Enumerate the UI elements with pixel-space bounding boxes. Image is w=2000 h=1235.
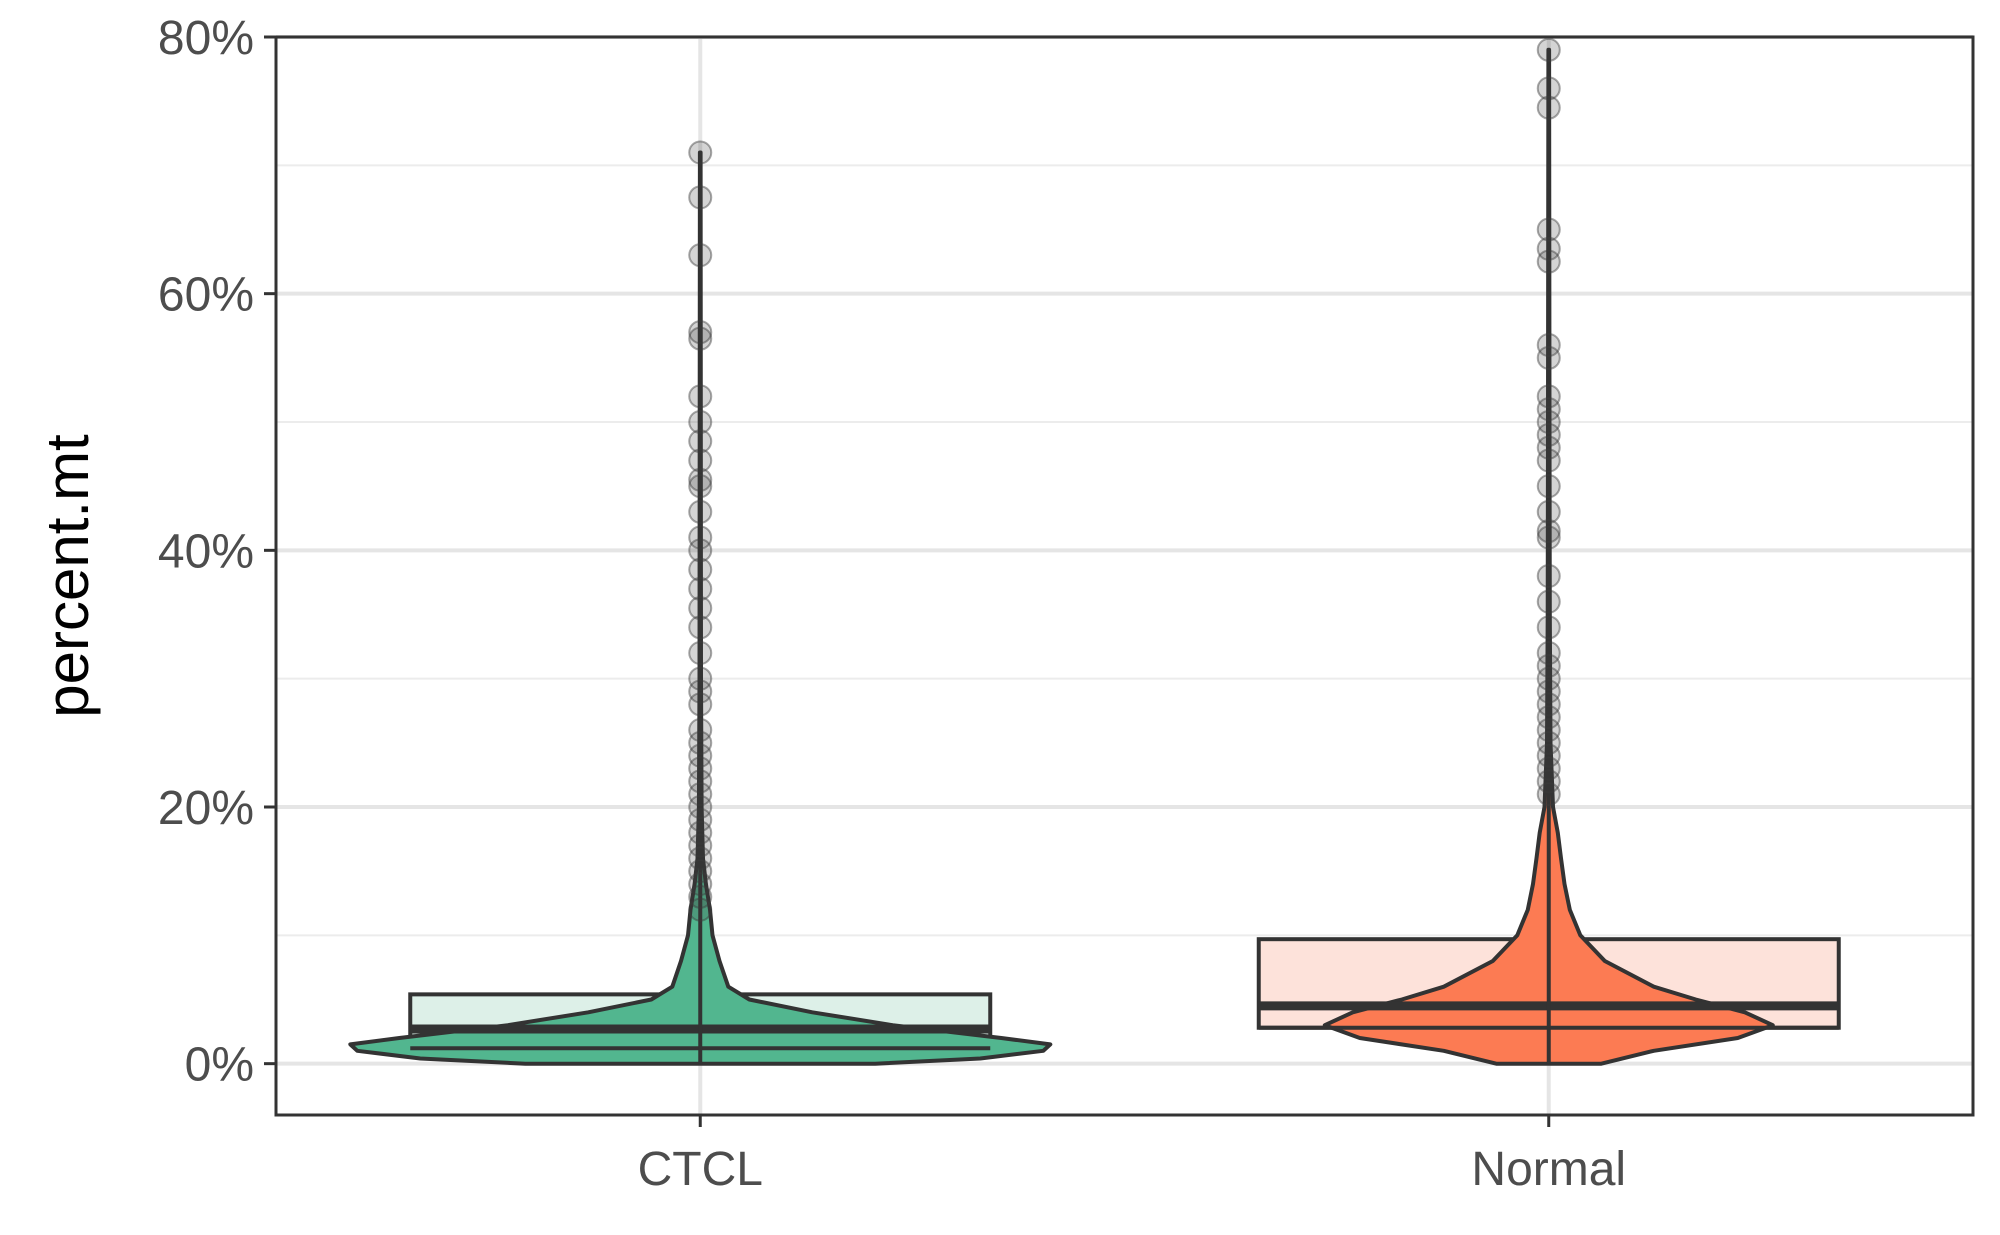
panel-border: [274, 35, 1975, 1117]
outlier-point: [1536, 679, 1561, 704]
outlier-point: [1536, 422, 1561, 447]
outlier-point: [688, 384, 713, 409]
outlier-point: [688, 499, 713, 524]
outlier-point: [688, 820, 713, 845]
outlier-point: [688, 538, 713, 563]
y-tick-label: 20%: [158, 782, 254, 835]
outlier-point: [688, 243, 713, 268]
outlier-point: [688, 320, 713, 345]
outlier-point: [1536, 397, 1561, 422]
outlier-point: [688, 596, 713, 621]
y-tick-label: 0%: [185, 1039, 254, 1092]
outlier-point: [1536, 769, 1561, 794]
outlier-point: [688, 448, 713, 473]
outlier-point: [688, 807, 713, 832]
outlier-point: [1536, 525, 1561, 550]
outlier-point: [688, 666, 713, 691]
outlier-point: [688, 846, 713, 871]
outlier-point: [688, 576, 713, 601]
outlier-point: [1536, 782, 1561, 807]
outlier-point: [1536, 564, 1561, 588]
outlier-point: [688, 557, 713, 582]
outlier-point: [688, 185, 713, 210]
outlier-point: [688, 679, 713, 704]
outlier-point: [1536, 384, 1561, 409]
outlier-point: [688, 730, 713, 755]
outlier-point: [688, 326, 713, 351]
outlier-point: [1536, 410, 1561, 434]
outlier-point: [688, 410, 713, 434]
outlier-point: [1536, 519, 1561, 544]
y-tick-label: 60%: [158, 269, 254, 322]
outlier-point: [1536, 718, 1561, 742]
outlier-point: [688, 897, 713, 922]
outlier-point: [1536, 37, 1561, 62]
outlier-point: [1536, 448, 1561, 473]
outlier-point: [688, 872, 713, 896]
outlier-point: [1536, 249, 1561, 274]
outlier-point: [688, 429, 713, 454]
outlier-point: [688, 782, 713, 807]
outlier-point: [1536, 589, 1561, 614]
outlier-point: [688, 525, 713, 550]
outlier-point: [1536, 435, 1561, 460]
outlier-point: [1536, 705, 1561, 730]
y-axis-ticks: 0% 20% 40% 60% 80%: [158, 12, 276, 1092]
outlier-point: [688, 859, 713, 884]
outlier-point: [1536, 692, 1561, 717]
outlier-point: [688, 641, 713, 665]
outlier-point: [1536, 615, 1561, 640]
violin-group-normal: [1256, 37, 1841, 1066]
outlier-point: [688, 615, 713, 640]
outlier-point: [1536, 653, 1561, 678]
outlier-point: [1536, 236, 1561, 261]
outlier-point: [1536, 499, 1561, 524]
outlier-point: [688, 718, 713, 742]
x-axis-ticks: CTCL Normal: [638, 1115, 1626, 1196]
outlier-point: [1536, 641, 1561, 665]
outlier-point: [688, 756, 713, 781]
y-axis-title: percent.mt: [34, 434, 101, 718]
outlier-point: [688, 467, 713, 492]
outlier-point: [1536, 743, 1561, 768]
outlier-point: [688, 474, 713, 499]
outlier-point: [1536, 333, 1561, 357]
outlier-point: [1536, 730, 1561, 755]
outlier-point: [688, 743, 713, 768]
x-tick-label: Normal: [1471, 1143, 1626, 1196]
violins: [348, 37, 1841, 1066]
y-tick-label: 80%: [158, 12, 254, 65]
outlier-point: [1536, 345, 1561, 370]
outlier-point: [1536, 95, 1561, 120]
outlier-point: [688, 692, 713, 717]
x-tick-label: CTCL: [638, 1143, 763, 1196]
outlier-point: [688, 795, 713, 819]
outlier-point: [1536, 76, 1561, 101]
outlier-point: [1536, 756, 1561, 781]
outlier-point: [688, 884, 713, 909]
outlier-point: [1536, 474, 1561, 499]
outlier-point: [1536, 666, 1561, 691]
y-tick-label: 40%: [158, 525, 254, 578]
outlier-point: [688, 833, 713, 858]
outlier-point: [688, 769, 713, 794]
outlier-point: [1536, 217, 1561, 242]
outlier-point: [688, 140, 713, 165]
violin-group-ctcl: [348, 140, 1053, 1066]
